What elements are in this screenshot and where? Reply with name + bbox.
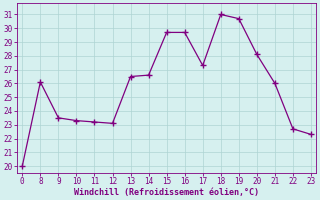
X-axis label: Windchill (Refroidissement éolien,°C): Windchill (Refroidissement éolien,°C) — [74, 188, 259, 197]
